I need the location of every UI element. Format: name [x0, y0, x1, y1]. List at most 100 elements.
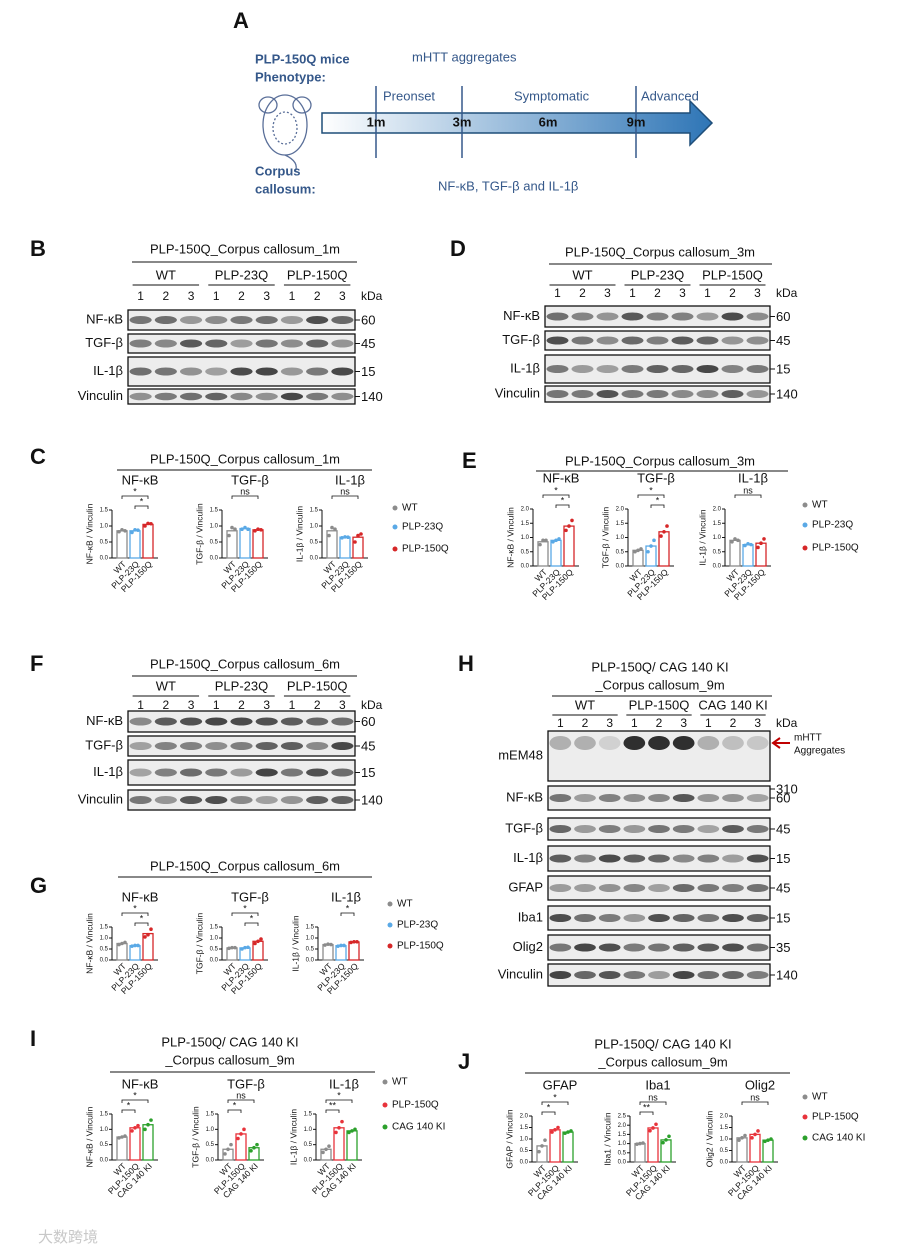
data-point — [551, 539, 555, 544]
size-marker: 140 — [361, 389, 383, 404]
significance-bracket — [325, 1099, 353, 1103]
data-point — [330, 525, 334, 530]
data-point — [736, 538, 740, 543]
blot-band — [722, 914, 744, 922]
y-tick-label: 0.5 — [304, 1142, 313, 1148]
data-point — [740, 1136, 744, 1140]
data-point — [117, 1136, 121, 1140]
blot-band — [574, 794, 596, 802]
blot-band — [696, 365, 719, 373]
data-point — [143, 935, 147, 939]
bar — [226, 530, 238, 559]
y-tick-label: 0.0 — [520, 1160, 529, 1166]
legend-marker — [387, 922, 393, 928]
data-point — [636, 548, 640, 553]
significance-bracket — [639, 1101, 667, 1105]
blot-title: PLP-150Q_Corpus callosum_6m — [150, 656, 340, 671]
blot-band — [623, 794, 646, 802]
blot-band — [571, 365, 594, 373]
significance-bracket — [227, 1099, 255, 1103]
y-tick-label: 0.5 — [100, 1142, 109, 1148]
blot-band — [621, 365, 644, 373]
y-tick-label: 2.0 — [520, 1114, 529, 1120]
significance-bracket — [555, 504, 570, 508]
size-marker: 15 — [776, 910, 790, 925]
data-point — [733, 537, 737, 541]
legend-label: PLP-23Q — [397, 920, 438, 931]
blot-band — [331, 768, 354, 777]
blot-band — [697, 825, 720, 833]
panel-letter: I — [30, 1026, 36, 1051]
y-axis-label: Olig2 / Vinculin — [704, 1110, 714, 1167]
y-tick-label: 0.0 — [713, 564, 722, 570]
lane-number: 3 — [680, 716, 687, 730]
blot-band — [255, 717, 278, 726]
blot-band — [746, 736, 769, 750]
data-point — [133, 1126, 137, 1130]
lane-number: 1 — [704, 286, 711, 300]
stage-label: Symptomatic — [514, 88, 590, 103]
data-point — [730, 539, 734, 544]
watermark: 大数跨境 — [38, 1228, 98, 1246]
group-label: WT — [156, 678, 176, 693]
y-tick-label: 2.0 — [720, 1114, 729, 1120]
chart-panel: E PLP-150Q_Corpus callosum_3m WT PLP-23Q PLP… — [462, 448, 859, 602]
blot-band — [306, 367, 329, 376]
significance-label: * — [547, 1102, 551, 1112]
data-point — [130, 1129, 134, 1133]
lane-number: 3 — [188, 289, 195, 303]
significance-bracket — [541, 1111, 556, 1115]
y-tick-label: 0.0 — [210, 958, 219, 964]
blot-band — [179, 316, 203, 324]
significance-label: * — [554, 485, 558, 495]
legend-marker — [802, 1114, 808, 1120]
data-point — [651, 1126, 655, 1130]
row-label: Vinculin — [498, 966, 543, 981]
y-axis-label: NF-κB / Vinculin — [505, 507, 515, 568]
size-marker: 310 — [776, 781, 798, 796]
y-axis-label: IL-1β / Vinculin — [290, 915, 300, 972]
data-point — [253, 941, 257, 946]
lane-number: 3 — [188, 698, 195, 712]
y-tick-label: 1.5 — [521, 521, 530, 527]
significance-bracket — [121, 495, 149, 499]
significance-bracket — [331, 495, 359, 499]
y-tick-label: 1.5 — [720, 1125, 729, 1131]
blot-band — [648, 825, 670, 833]
lane-number: 3 — [606, 716, 613, 730]
lane-number: 2 — [730, 716, 737, 730]
y-tick-label: 1.0 — [310, 524, 319, 530]
y-tick-label: 0.0 — [100, 556, 109, 562]
row-label: GFAP — [508, 879, 543, 894]
y-tick-label: 1.5 — [306, 925, 315, 931]
stage-label: Preonset — [383, 88, 435, 103]
data-point — [763, 1139, 767, 1144]
data-point — [334, 1130, 338, 1135]
plot-title: IL-1β — [335, 472, 365, 487]
significance-label: * — [346, 903, 350, 913]
blot-band — [129, 742, 152, 750]
blot-panel: D PLP-150Q_Corpus callosum_3m WT PLP-23Q PLP… — [450, 236, 798, 403]
blot-band — [574, 971, 596, 979]
legend-marker — [802, 522, 808, 528]
blot-band — [306, 339, 329, 348]
significance-bracket — [231, 495, 259, 499]
blot-title: PLP-150Q/ CAG 140 KI — [591, 659, 728, 674]
lane-number: 2 — [654, 286, 661, 300]
significance-label: ns — [648, 1092, 658, 1102]
blot-band — [696, 312, 719, 321]
significance-bracket — [121, 1109, 136, 1113]
significance-label: * — [140, 496, 144, 506]
data-point — [654, 1122, 658, 1127]
data-point — [652, 538, 656, 543]
y-axis-label: IL-1β / Vinculin — [697, 509, 707, 566]
y-axis-label: NF-κB / Vinculin — [84, 1106, 94, 1167]
blot-band — [672, 825, 695, 833]
data-point — [149, 927, 153, 931]
data-point — [324, 1147, 328, 1152]
blot-band — [621, 336, 644, 345]
significance-bracket — [121, 912, 149, 916]
blot-band — [179, 367, 203, 376]
blot-band — [205, 768, 228, 777]
data-point — [537, 1149, 541, 1154]
